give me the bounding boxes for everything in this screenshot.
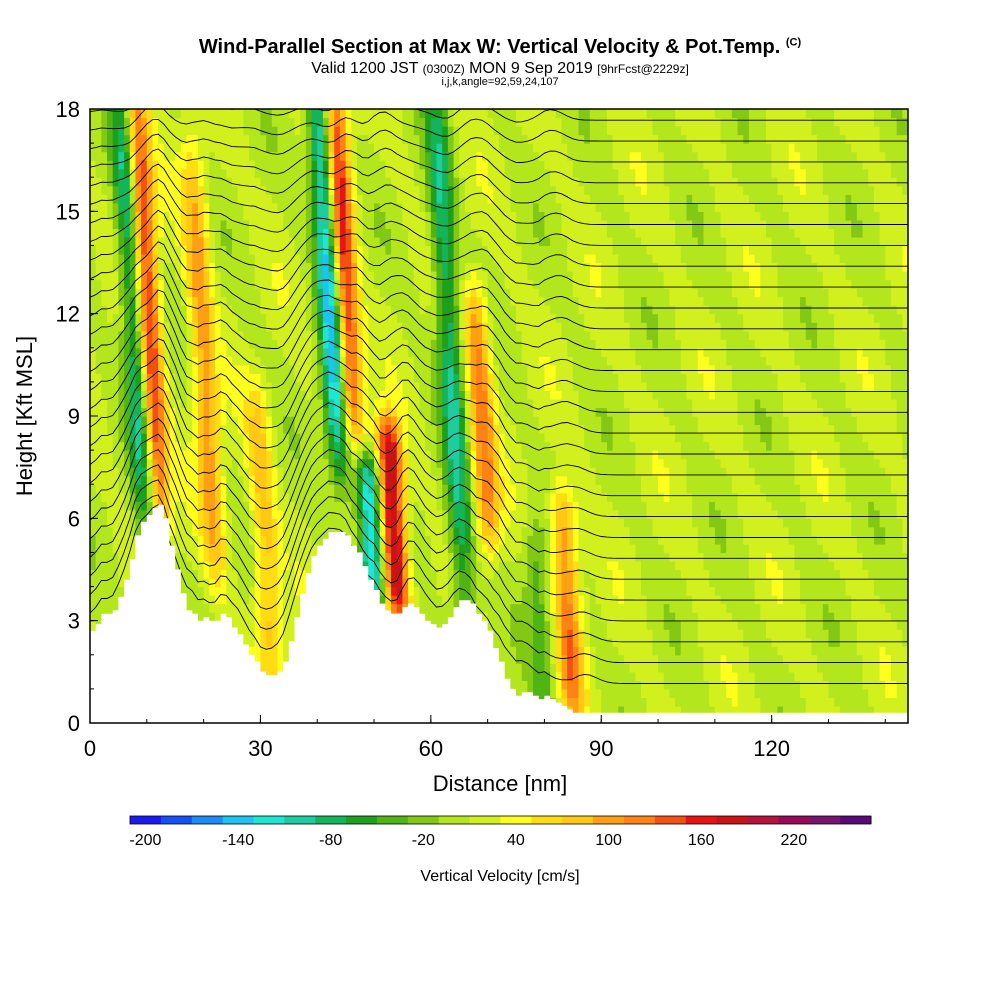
colorbar-swatch [160,816,193,824]
colorbar-swatch [778,816,810,824]
theta-contour [90,74,908,102]
colorbar-swatch [315,816,347,824]
colorbar-swatch [377,816,409,824]
valid-time: Valid 1200 JST [311,60,419,77]
theta-contour [90,109,908,143]
colorbar-tick-label: -200 [129,832,161,849]
colorbar-swatch [469,816,502,824]
theta-contour [90,417,908,559]
theta-contour [90,338,908,455]
theta-contour [90,289,908,392]
valid-date: MON 9 Sep 2019 [469,60,593,77]
theta-contour [90,178,908,246]
theta-contour [90,194,908,267]
utc-time: (0300Z) [422,62,465,76]
y-axis-label: Height [Kft MSL] [12,336,37,496]
colorbar-swatch [407,816,440,824]
theta-contour [90,321,908,434]
terrain [90,504,908,723]
colorbar-swatch [438,816,471,824]
chart-subtitle: Valid 1200 JST (0300Z) MON 9 Sep 2019 [9… [0,60,1000,78]
colorbar-tick-label: -20 [412,832,435,849]
theta-contour [90,504,908,684]
theta-contour [90,273,908,372]
x-tick-label: 0 [84,736,96,761]
theta-contour [90,225,908,309]
colorbar-tick-label: -80 [319,832,342,849]
colorbar: -200 -140 -80 -20 40 100 160 220 [129,815,872,849]
colorbar-tick-label: -140 [222,832,254,849]
x-tick-label: 30 [248,736,272,761]
colorbar-swatch [809,816,841,824]
y-tick-label: 0 [68,711,80,736]
y-tick-label: 6 [68,506,80,531]
colorbar-swatch [284,816,316,824]
chart-title-text: Wind-Parallel Section at Max W: Vertical… [198,36,781,58]
colorbar-swatch [562,816,594,824]
colorbar-tick-label: 100 [595,832,622,849]
y-tick-label: 12 [56,302,80,327]
theta-contour [90,109,908,123]
theta-contour [90,118,908,163]
x-tick-label: 60 [419,736,443,761]
y-tick-label: 3 [68,609,80,634]
axes: 0 30 60 90 120 0 3 6 9 12 15 18 [56,97,886,761]
theta-contour [90,464,908,622]
colorbar-swatch [130,816,162,824]
theta-contour [90,209,908,288]
colorbar-swatch [685,816,718,824]
theta-contour [90,448,908,601]
x-axis-label: Distance [nm] [433,771,568,796]
theta-contour [90,354,908,476]
colorbar-swatch [840,816,872,824]
y-tick-label: 9 [68,404,80,429]
colorbar-tick-label: 160 [688,832,715,849]
theta-contour [90,494,908,664]
forecast-info: [9hrFcst@2229z] [597,62,689,76]
colorbar-swatch [346,816,378,824]
colorbar-label: Vertical Velocity [cm/s] [420,868,579,885]
colorbar-tick-label: 220 [780,832,807,849]
colorbar-swatch [593,816,625,824]
terrain-mask [90,504,908,723]
colorbar-swatch [191,816,224,824]
colorbar-swatch [747,816,779,824]
y-tick-label: 15 [56,199,80,224]
chart-title: Wind-Parallel Section at Max W: Vertical… [0,36,1000,59]
theta-contour [90,257,908,351]
theta-contour [90,241,908,330]
colorbar-swatch [654,816,687,824]
y-tick-label: 18 [56,97,80,122]
theta-contour [90,386,908,518]
theta-contour [90,163,908,225]
theta-contour [90,479,908,643]
theta-contour [90,433,908,580]
x-tick-label: 90 [589,736,613,761]
colorbar-swatch [222,816,255,824]
theta-contours [90,74,908,684]
theta-contour [90,305,908,413]
theta-contour [90,402,908,538]
colorbar-swatch [716,816,749,824]
colorbar-swatch [624,816,656,824]
theta-contour [90,148,908,205]
colorbar-tick-label: 40 [507,832,525,849]
colorbar-swatch [253,816,285,824]
section-indices: i,j,k,angle=92,59,24,107 [441,76,559,88]
theta-contour [90,133,908,184]
copyright-mark: (C) [785,36,802,49]
colorbar-swatch [500,816,532,824]
x-tick-label: 120 [753,736,790,761]
colorbar-swatch [531,816,563,824]
theta-contour [90,370,908,497]
